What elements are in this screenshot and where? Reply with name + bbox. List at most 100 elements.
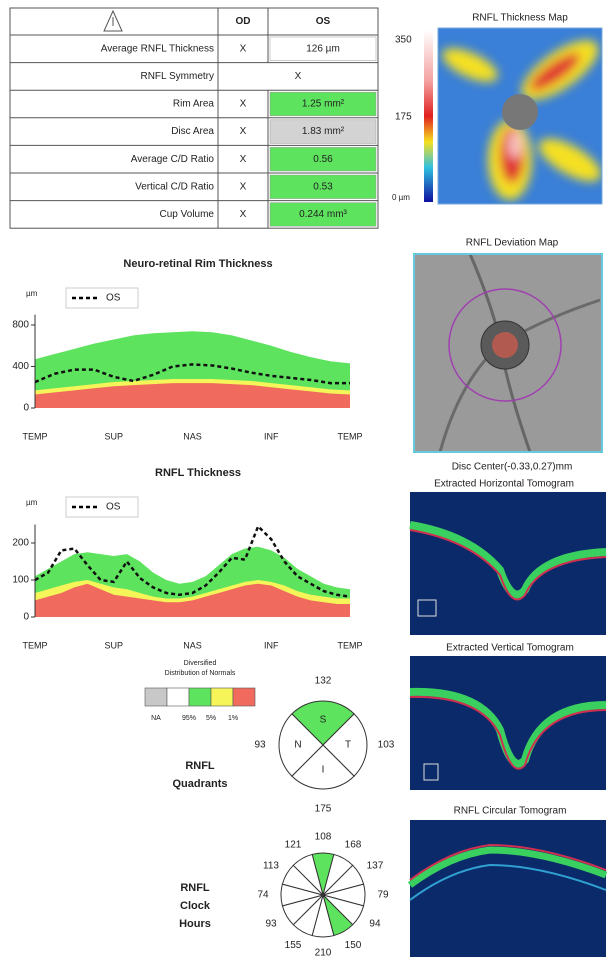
tomogram <box>409 492 607 635</box>
tomogram <box>407 820 608 957</box>
legend-swatch <box>188 687 212 707</box>
clock-value: 79 <box>377 890 389 901</box>
x-tick-label: NAS <box>183 640 202 650</box>
map-frame <box>413 253 603 453</box>
os-line <box>34 363 350 385</box>
legend-swatch <box>144 687 168 707</box>
legend-label: NA <box>151 715 161 722</box>
y-tick-label: 0 <box>23 612 29 623</box>
os-value: 126 µm <box>306 43 340 54</box>
x-tick-label: TEMP <box>22 640 47 650</box>
legend-label: 1% <box>228 715 238 722</box>
x-tick-label: NAS <box>183 431 202 441</box>
clock-value: 108 <box>315 832 332 843</box>
scale-label: 0 µm <box>392 193 410 202</box>
diagram-title: RNFL <box>180 882 210 894</box>
axis-unit: µm <box>26 289 38 298</box>
legend-swatch <box>166 687 190 707</box>
scale-label: 175 <box>395 112 412 123</box>
os-value: 0.244 mm³ <box>299 209 347 220</box>
x-tick-label: INF <box>264 431 279 441</box>
os-cell <box>269 202 377 227</box>
sector <box>278 713 324 777</box>
deviation-map <box>414 254 602 452</box>
legend-swatch <box>232 687 256 707</box>
clock-value: 155 <box>285 940 302 951</box>
tomogram-title: Extracted Horizontal Tomogram <box>434 479 574 490</box>
column-header: OD <box>236 16 251 27</box>
axis-unit: µm <box>26 498 38 507</box>
sector-label: I <box>322 765 325 776</box>
thickness-map <box>438 28 602 204</box>
os-cell <box>269 91 377 117</box>
map-caption: Disc Center(-0.33,0.27)mm <box>452 462 573 473</box>
od-value: X <box>240 209 247 220</box>
legend-title: Distribution of Normals <box>165 670 236 677</box>
os-cell <box>269 36 377 61</box>
legend-label: 5% <box>206 715 216 722</box>
clock-value: 168 <box>345 839 362 850</box>
os-value: 0.56 <box>313 154 333 165</box>
os-cell <box>269 119 377 144</box>
x-tick-label: TEMP <box>337 640 362 650</box>
x-tick-label: SUP <box>104 431 123 441</box>
x-tick-label: SUP <box>104 640 123 650</box>
sector-label: T <box>345 740 351 751</box>
legend-label: OS <box>106 502 121 513</box>
legend-box <box>65 287 139 309</box>
legend-swatch <box>210 687 234 707</box>
os-value: 1.83 mm² <box>302 126 345 137</box>
y-tick-label: 400 <box>12 361 29 372</box>
color-bar <box>424 30 433 202</box>
legend-title: Diversified <box>184 660 217 667</box>
os-cell <box>269 174 377 199</box>
row-label: Disc Area <box>171 126 214 137</box>
map-title: RNFL Thickness Map <box>472 13 568 24</box>
sector <box>292 853 324 897</box>
map-title: RNFL Deviation Map <box>466 238 559 249</box>
scale-label: 350 <box>395 35 412 46</box>
legend-box <box>65 496 139 518</box>
x-tick-label: TEMP <box>22 431 47 441</box>
y-tick-label: 0 <box>23 403 29 414</box>
clock-value: 113 <box>263 861 279 872</box>
clock-value: 94 <box>369 919 381 930</box>
tomogram <box>409 656 607 790</box>
tomogram-title: Extracted Vertical Tomogram <box>446 643 574 654</box>
diagram-title: Clock <box>180 900 211 912</box>
clock-value: 210 <box>315 948 332 957</box>
od-value: X <box>240 126 247 137</box>
od-value: X <box>240 181 247 192</box>
clock-value: 150 <box>345 940 362 951</box>
sector <box>291 744 355 790</box>
clock-value: 121 <box>285 839 302 850</box>
chart-title: RNFL Thickness <box>155 467 241 479</box>
sector <box>291 700 355 746</box>
od-value: X <box>240 43 247 54</box>
sector-label: N <box>294 740 301 751</box>
x-tick-label: INF <box>264 640 279 650</box>
os-value: 1.25 mm² <box>302 99 345 110</box>
sector-value: 93 <box>254 740 266 751</box>
column-header: OS <box>316 16 331 27</box>
norm-band <box>35 383 350 408</box>
diagram-title: Quadrants <box>172 778 227 790</box>
row-label: Rim Area <box>173 99 215 110</box>
sector-value: 175 <box>315 804 332 815</box>
y-tick-label: 800 <box>12 320 29 331</box>
legend-label: OS <box>106 293 121 304</box>
os-value: 0.53 <box>313 181 333 192</box>
legend-label: 95% <box>182 715 196 722</box>
clock-value: 74 <box>257 890 269 901</box>
row-label: RNFL Symmetry <box>140 71 214 82</box>
value: X <box>295 71 302 82</box>
os-cell <box>269 147 377 172</box>
sector-value: 132 <box>315 676 332 687</box>
chart-title: Neuro-retinal Rim Thickness <box>123 258 272 270</box>
norm-band <box>35 583 350 617</box>
od-value: X <box>240 99 247 110</box>
os-line <box>34 524 351 598</box>
y-tick-label: 200 <box>12 538 29 549</box>
warning-icon <box>103 9 123 32</box>
